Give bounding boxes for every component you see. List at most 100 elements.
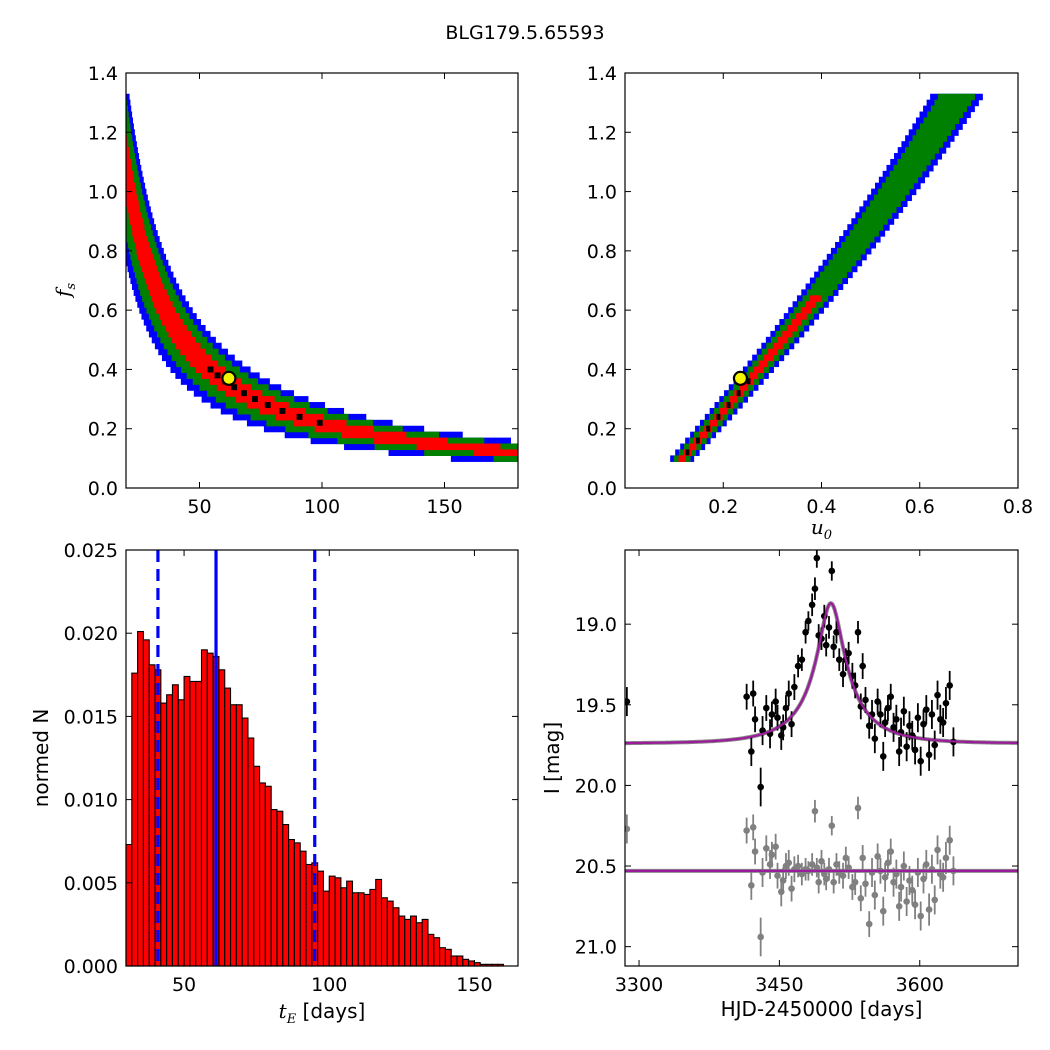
data-point: [811, 585, 819, 592]
histogram-bar: [177, 699, 185, 967]
residual-point: [849, 883, 856, 891]
band-cell-1-sigma: [552, 455, 670, 462]
data-point: [762, 704, 770, 712]
residual-point: [865, 920, 873, 928]
data-point: [828, 567, 836, 575]
residual-point: [908, 886, 916, 894]
figure-title: BLG179.5.65593: [445, 22, 605, 44]
band-cell-1-sigma: [168, 330, 192, 338]
band-cell-1-sigma: [763, 354, 773, 362]
band-cell-1-sigma: [176, 342, 201, 350]
band-cell-2-sigma: [849, 230, 879, 237]
band-cell-1-sigma: [126, 176, 135, 184]
data-point: [877, 711, 884, 718]
data-point: [822, 641, 830, 649]
band-cell-1-sigma: [753, 366, 764, 373]
residual-point: [743, 827, 750, 834]
x-tick-label: 3600: [896, 974, 944, 996]
band-cell-3-sigma: [450, 455, 518, 462]
band-cell-1-sigma: [678, 455, 686, 462]
band-cell-1-sigma: [416, 443, 501, 451]
band-cell-1-sigma: [137, 253, 154, 261]
band-cell-1-sigma: [768, 348, 778, 356]
y-axis-label-sub: s: [64, 283, 79, 290]
panel-lightcurve: 3300 3450 3600 19.0 19.5 20.0 20.5 21.0 I [mag] H…: [540, 549, 1019, 1021]
band-cell-1-sigma: [132, 230, 146, 237]
histogram-bar: [171, 684, 179, 967]
data-point: [946, 682, 953, 689]
residual-point: [862, 880, 869, 888]
residual-point: [923, 861, 930, 868]
y-tick-label: 1.2: [587, 122, 617, 144]
histogram-bar: [433, 937, 441, 967]
band-cell-1-sigma: [172, 336, 196, 344]
band-cell-1-sigma: [143, 271, 160, 279]
band-cell-2-sigma: [126, 111, 129, 119]
band-cell-3-sigma: [126, 105, 132, 113]
histogram-bar: [276, 810, 284, 967]
data-point: [782, 704, 790, 712]
histogram-bar: [468, 960, 475, 967]
histogram-bar: [247, 737, 255, 967]
data-point: [884, 704, 892, 712]
data-point: [835, 656, 843, 663]
x-axis-label-sub: 0: [824, 528, 832, 543]
histogram-bar: [253, 765, 261, 967]
data-point: [928, 711, 936, 718]
residual-point: [917, 912, 924, 920]
panel-fs-vs-tE: 50 100 150 0.0 0.2 0.4 0.6 0.8 1.0 1.2 1.4 fs: [51, 63, 670, 518]
y-tick-label: 20.5: [575, 856, 617, 878]
histogram-bar: [380, 897, 388, 967]
axes-frame: [125, 549, 519, 967]
histogram-bar: [439, 947, 446, 967]
histogram-bar: [346, 880, 354, 967]
histogram-bar: [166, 694, 174, 967]
x-tick-label: 150: [456, 974, 492, 996]
band-cell-2-sigma: [881, 182, 914, 190]
y-tick-label: 0.2: [88, 419, 118, 441]
y-tick-label: 1.0: [88, 182, 118, 204]
histogram-bar: [334, 877, 342, 967]
residual-point: [842, 854, 850, 862]
data-point: [917, 757, 924, 765]
data-point: [772, 698, 779, 705]
band-cell-1-sigma: [128, 212, 142, 219]
histogram-bar: [195, 680, 203, 967]
best-grid-cell: [240, 390, 247, 397]
histogram-bar: [200, 649, 208, 967]
band-cell-2-sigma: [806, 289, 833, 296]
band-cell-2-sigma: [869, 200, 901, 207]
band-cell-2-sigma: [912, 135, 948, 142]
y-tick-label: 1.4: [88, 63, 118, 85]
histogram-bar: [270, 809, 278, 967]
residual-point: [859, 854, 866, 862]
histogram-bar: [160, 702, 168, 967]
residual-point: [794, 862, 802, 870]
best-grid-cell: [252, 396, 258, 403]
band-cell-1-sigma: [126, 182, 136, 190]
band-cell-2-sigma: [893, 164, 927, 172]
data-point: [845, 649, 852, 657]
data-point: [774, 714, 781, 721]
histogram-bar: [462, 958, 470, 967]
residual-point: [748, 882, 755, 889]
y-tick-label: 0.4: [88, 359, 118, 381]
histogram-bar: [241, 717, 249, 967]
band-cell-1-sigma: [699, 431, 707, 439]
histogram-bar: [131, 672, 139, 967]
model-curve-shadow: [625, 601, 1018, 746]
band-cell-1-sigma: [473, 449, 518, 456]
data-point: [920, 720, 927, 728]
data-point: [768, 711, 776, 718]
best-grid-cell: [695, 437, 700, 444]
histogram-bar: [305, 863, 313, 967]
y-tick-label: 0.020: [64, 623, 118, 645]
histogram-bar: [235, 704, 243, 967]
band-cell-1-sigma: [791, 319, 802, 326]
data-point: [785, 690, 793, 697]
data-point-group: [625, 550, 957, 807]
histogram-bar: [229, 704, 237, 967]
residual-point: [798, 870, 806, 878]
band-cell-2-sigma: [861, 212, 893, 219]
